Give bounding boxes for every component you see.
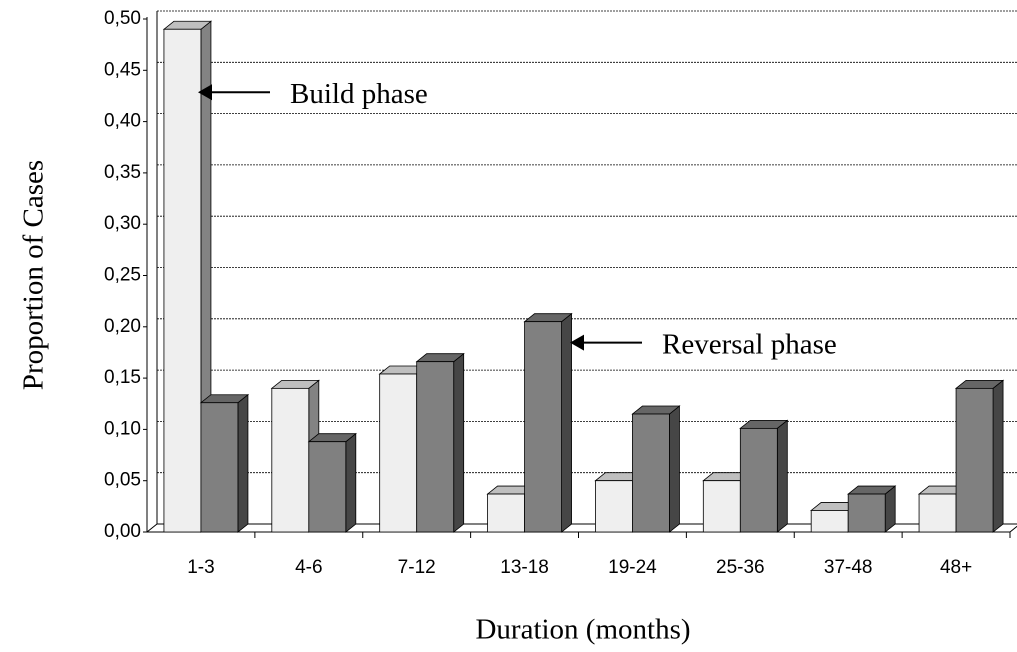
x-tick-label: 7-12: [398, 557, 436, 578]
bar: [955, 387, 994, 533]
x-tick-label: 1-3: [187, 557, 214, 578]
bar-side: [669, 405, 680, 533]
y-tick-label: 0,00: [104, 521, 141, 542]
annotation: Build phase: [290, 78, 428, 110]
y-tick-label: 0,45: [104, 59, 141, 80]
y-tick-label: 0,25: [104, 265, 141, 286]
y-tick-label: 0,50: [104, 8, 141, 29]
y-tick-label: 0,35: [104, 162, 141, 183]
bar: [524, 321, 562, 533]
bar: [595, 480, 633, 533]
bar: [416, 361, 455, 533]
y-tick-label: 0,40: [104, 111, 141, 132]
bar: [487, 493, 525, 533]
bar: [702, 480, 741, 533]
arrow-head: [570, 334, 584, 351]
bar: [739, 427, 778, 533]
annotation: Reversal phase: [662, 328, 837, 360]
x-tick-label: 37-48: [824, 557, 873, 578]
bar-side: [776, 419, 788, 533]
bar: [810, 510, 849, 533]
x-tick-label: 4-6: [295, 557, 322, 578]
y-tick-label: 0,10: [104, 418, 141, 439]
bar: [379, 373, 418, 533]
bar: [271, 387, 310, 533]
arrow-head: [198, 84, 212, 101]
bar: [632, 413, 670, 533]
y-tick-label: 0,05: [104, 470, 141, 491]
bar: [918, 493, 957, 533]
x-tick-label: 25-36: [716, 557, 765, 578]
bar-side: [561, 312, 572, 533]
bar: [308, 441, 347, 533]
x-axis-label: Duration (months): [475, 614, 690, 646]
bar-side: [345, 432, 357, 533]
bar-side: [237, 393, 249, 533]
y-tick-label: 0,15: [104, 367, 141, 388]
bar-side: [992, 379, 1004, 533]
x-tick-label: 13-18: [500, 557, 549, 578]
y-tick-label: 0,20: [104, 316, 141, 337]
bar: [200, 402, 239, 533]
bar: [163, 28, 202, 533]
y-axis-label: Proportion of Cases: [18, 160, 50, 390]
bar: [847, 493, 886, 533]
x-tick-label: 19-24: [608, 557, 657, 578]
bar-side: [453, 352, 465, 533]
y-tick-label: 0,30: [104, 213, 141, 234]
x-tick-label: 48+: [940, 557, 972, 578]
